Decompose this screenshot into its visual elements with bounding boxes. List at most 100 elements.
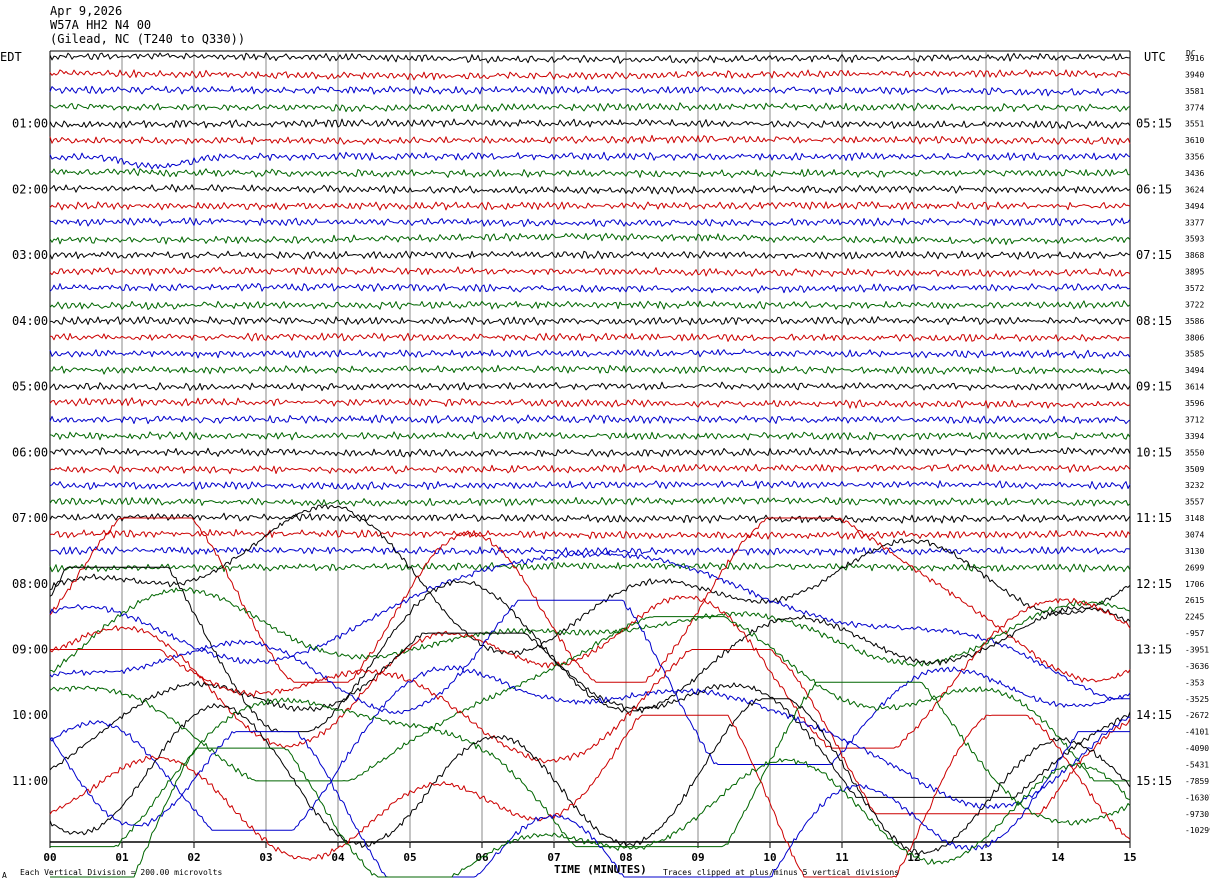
x-tick-label: 07 bbox=[547, 851, 560, 864]
dc-offset-label: 3572 bbox=[1185, 284, 1204, 293]
dc-offset-label: -4090 bbox=[1185, 744, 1209, 753]
trace-row-27 bbox=[49, 496, 1131, 507]
dc-offset-label: 3868 bbox=[1185, 251, 1204, 260]
dc-offset-label: 3712 bbox=[1185, 415, 1204, 424]
trace-row-32 bbox=[49, 504, 1131, 655]
trace-row-10 bbox=[49, 217, 1131, 228]
dc-offset-label: 3593 bbox=[1185, 235, 1204, 244]
dc-offset-label: 3130 bbox=[1185, 547, 1204, 556]
trace-row-5 bbox=[49, 134, 1131, 146]
x-tick-label: 10 bbox=[763, 851, 776, 864]
trace-row-16 bbox=[50, 315, 1131, 326]
trace-row-43 bbox=[50, 681, 1131, 848]
left-hour-label: 11:00 bbox=[12, 774, 48, 788]
dc-offset-label: 3494 bbox=[1185, 202, 1204, 211]
trace-row-7 bbox=[49, 168, 1131, 179]
left-hour-label: 04:00 bbox=[12, 314, 48, 328]
left-hour-label: 08:00 bbox=[12, 577, 48, 591]
dc-offset-label: 3774 bbox=[1185, 103, 1204, 112]
clip-note: Traces clipped at plus/minus 5 vertical … bbox=[663, 868, 900, 877]
left-hour-label: 07:00 bbox=[12, 511, 48, 525]
dc-offset-label: 3232 bbox=[1185, 481, 1204, 490]
dc-offset-label: 3916 bbox=[1185, 54, 1204, 63]
x-tick-label: 08 bbox=[619, 851, 632, 864]
right-hour-label: 08:15 bbox=[1136, 314, 1172, 328]
dc-offset-label: 3394 bbox=[1185, 432, 1204, 441]
dc-offset-label: 3806 bbox=[1185, 333, 1204, 342]
right-hour-label: 09:15 bbox=[1136, 380, 1172, 394]
x-tick-label: 06 bbox=[475, 851, 489, 864]
dc-offset-label: 3551 bbox=[1185, 120, 1204, 129]
trace-row-38 bbox=[49, 599, 1131, 765]
dc-offset-label: 3356 bbox=[1185, 153, 1204, 162]
trace-row-14 bbox=[49, 282, 1131, 294]
dc-offset-label: 2699 bbox=[1185, 563, 1204, 572]
trace-row-33 bbox=[49, 517, 1131, 683]
dc-offset-label: 3895 bbox=[1185, 268, 1204, 277]
station-code: W57A HH2 N4 00 bbox=[50, 18, 152, 32]
trace-row-40 bbox=[49, 632, 1131, 798]
right-hour-label: 12:15 bbox=[1136, 577, 1172, 591]
left-hour-label: 09:00 bbox=[12, 642, 48, 656]
trace-row-9 bbox=[49, 201, 1131, 211]
footer-mark: A bbox=[2, 871, 7, 880]
x-tick-label: 14 bbox=[1051, 851, 1065, 864]
dc-offset-label: 3550 bbox=[1185, 448, 1204, 457]
trace-row-19 bbox=[49, 364, 1131, 375]
trace-row-25 bbox=[49, 463, 1131, 475]
trace-row-39 bbox=[49, 616, 1130, 782]
dc-offset-header: DC bbox=[1186, 49, 1196, 58]
trace-row-23 bbox=[49, 431, 1131, 441]
dc-offset-label: -4101 bbox=[1185, 728, 1209, 737]
x-tick-label: 05 bbox=[403, 851, 416, 864]
trace-row-20 bbox=[49, 381, 1131, 392]
dc-offset-label: 3581 bbox=[1185, 87, 1204, 96]
dc-offset-label: 3596 bbox=[1185, 399, 1204, 408]
dc-offset-label: 3377 bbox=[1185, 218, 1204, 227]
trace-row-22 bbox=[49, 414, 1131, 425]
x-tick-label: 03 bbox=[259, 851, 272, 864]
x-axis-title: TIME (MINUTES) bbox=[554, 863, 647, 876]
x-tick-label: 11 bbox=[835, 851, 849, 864]
left-timezone-label: EDT bbox=[0, 50, 22, 64]
dc-offset-label: 3436 bbox=[1185, 169, 1204, 178]
dc-offset-label: -353 bbox=[1185, 678, 1204, 687]
trace-row-3 bbox=[49, 102, 1131, 113]
trace-row-45 bbox=[49, 714, 1131, 878]
trace-row-8 bbox=[49, 184, 1131, 195]
x-tick-label: 13 bbox=[979, 851, 992, 864]
trace-row-6 bbox=[49, 151, 1131, 170]
vertical-scale-note: Each Vertical Division = 200.00 microvol… bbox=[20, 868, 223, 877]
trace-row-28 bbox=[49, 512, 1131, 524]
right-hour-label: 10:15 bbox=[1136, 445, 1172, 459]
trace-row-0 bbox=[49, 52, 1131, 64]
right-hour-label: 11:15 bbox=[1136, 511, 1172, 525]
x-tick-label: 09 bbox=[691, 851, 704, 864]
right-hour-label: 14:15 bbox=[1136, 708, 1172, 722]
x-tick-label: 00 bbox=[43, 851, 56, 864]
dc-offset-label: -3951 bbox=[1185, 645, 1209, 654]
trace-row-26 bbox=[49, 480, 1131, 491]
dc-offset-label: 3624 bbox=[1185, 185, 1204, 194]
trace-row-12 bbox=[49, 250, 1131, 260]
dc-offset-label: 3722 bbox=[1185, 300, 1204, 309]
dc-offset-label: 3494 bbox=[1185, 366, 1204, 375]
right-hour-label: 05:15 bbox=[1136, 117, 1172, 131]
trace-row-37 bbox=[49, 595, 1131, 749]
trace-row-41 bbox=[50, 649, 1131, 815]
left-hour-label: 05:00 bbox=[12, 380, 48, 394]
dc-offset-label: 2245 bbox=[1185, 613, 1204, 622]
trace-row-21 bbox=[49, 397, 1131, 409]
trace-row-42 bbox=[49, 665, 1131, 831]
dc-offset-label: 3148 bbox=[1185, 514, 1204, 523]
dc-offset-label: 3509 bbox=[1185, 465, 1204, 474]
trace-row-17 bbox=[49, 332, 1131, 342]
trace-row-31 bbox=[49, 561, 1131, 573]
dc-offset-label: 3610 bbox=[1185, 136, 1204, 145]
dc-offset-label: -10299 bbox=[1185, 826, 1210, 835]
dc-offset-label: 2615 bbox=[1185, 596, 1204, 605]
dc-offset-label: -3525 bbox=[1185, 695, 1209, 704]
left-hour-label: 02:00 bbox=[12, 182, 48, 196]
right-hour-label: 15:15 bbox=[1136, 774, 1172, 788]
